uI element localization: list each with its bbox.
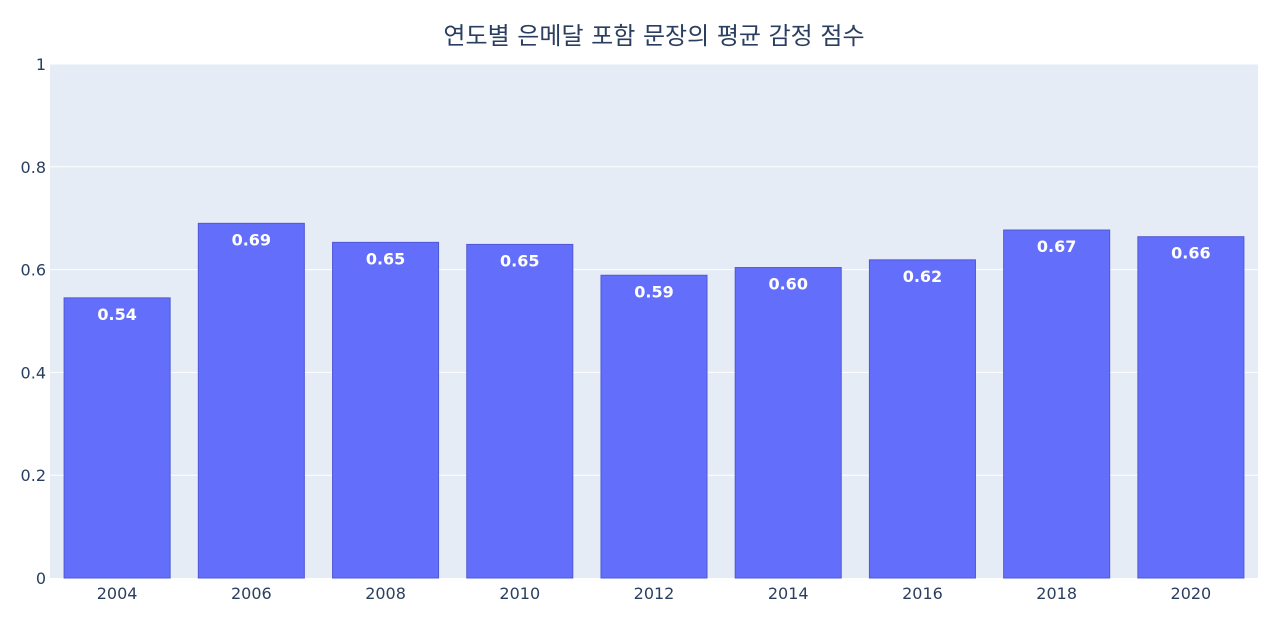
x-axis-ticks: 2004 2006 2008 2010 2012 2014 2016 2018 2020: [97, 584, 1211, 603]
y-axis-ticks: 0 0.2 0.4 0.6 0.8 1: [21, 55, 46, 588]
bar-value-label: 0.54: [97, 305, 136, 324]
bar-value-label: 0.62: [903, 267, 942, 286]
bar-2014: [734, 267, 842, 579]
bar-2018: [1003, 229, 1111, 579]
bars: 0.54 0.69 0.65 0.65 0.59 0.60 0.62 0.67 0.66: [63, 222, 1245, 579]
bar-2010: [466, 243, 574, 579]
y-tick-label: 0.6: [21, 261, 46, 280]
bar-2016: [868, 259, 976, 579]
x-tick-label: 2010: [499, 584, 540, 603]
x-tick-label: 2004: [97, 584, 138, 603]
x-tick-label: 2018: [1036, 584, 1077, 603]
bar-value-label: 0.66: [1171, 244, 1210, 263]
y-tick-label: 0: [36, 569, 46, 588]
bar-value-label: 0.65: [366, 249, 405, 268]
y-tick-label: 0.4: [21, 363, 46, 382]
y-tick-label: 1: [36, 55, 46, 74]
chart-title: 연도별 은메달 포함 문장의 평균 감정 점수: [443, 22, 864, 50]
bar-value-label: 0.59: [634, 282, 673, 301]
x-tick-label: 2012: [634, 584, 675, 603]
x-tick-label: 2008: [365, 584, 406, 603]
bar-2004: [63, 297, 171, 579]
bar-value-label: 0.65: [500, 251, 539, 270]
y-tick-label: 0.8: [21, 158, 46, 177]
bar-value-label: 0.60: [768, 275, 807, 294]
y-tick-label: 0.2: [21, 466, 46, 485]
bar-value-label: 0.67: [1037, 237, 1076, 256]
bar-2012: [600, 274, 708, 579]
bar-2006: [197, 222, 305, 579]
bar-2008: [332, 241, 440, 579]
x-tick-label: 2020: [1171, 584, 1212, 603]
x-tick-label: 2016: [902, 584, 943, 603]
bar-value-label: 0.69: [232, 230, 271, 249]
bar-2020: [1137, 236, 1245, 579]
x-tick-label: 2006: [231, 584, 272, 603]
x-tick-label: 2014: [768, 584, 809, 603]
